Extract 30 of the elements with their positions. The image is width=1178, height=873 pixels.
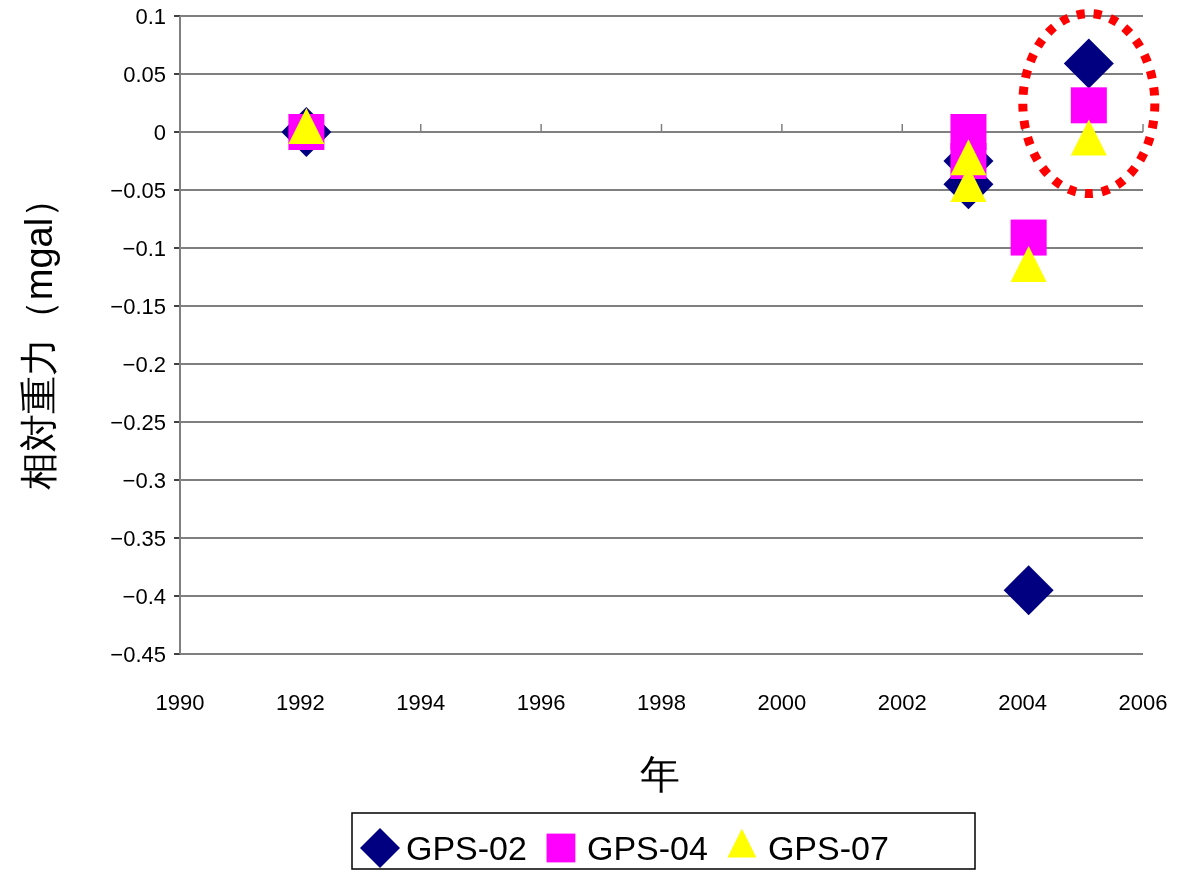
y-tick-label: 0: [153, 120, 166, 145]
y-tick-label: 0.1: [135, 4, 166, 29]
y-tick-label: −0.1: [122, 236, 166, 261]
x-tick-label: 2002: [877, 690, 927, 715]
y-tick-label: −0.45: [110, 642, 166, 667]
x-tick-label: 1992: [275, 690, 325, 715]
y-tick-label: −0.3: [122, 468, 166, 493]
legend-label: GPS-02: [406, 829, 527, 867]
x-tick-label: 1994: [396, 690, 446, 715]
y-axis-title: 相対重力（mgal）: [18, 179, 60, 491]
x-axis-title: 年: [639, 752, 680, 796]
x-tick-label: 2006: [1118, 690, 1168, 715]
y-tick-label: 0.05: [123, 62, 166, 87]
y-tick-label: −0.05: [110, 178, 166, 203]
y-tick-label: −0.35: [110, 526, 166, 551]
x-tick-label: 1996: [516, 690, 566, 715]
x-tick-label: 1998: [637, 690, 686, 715]
legend-label: GPS-04: [586, 829, 708, 867]
point: [1063, 38, 1114, 89]
point: [1070, 87, 1107, 124]
x-tick-label: 1990: [155, 690, 205, 715]
y-tick-label: −0.4: [122, 584, 166, 609]
point: [1010, 219, 1047, 256]
x-tick-label: 2000: [757, 690, 807, 715]
y-tick-label: −0.2: [122, 352, 166, 377]
y-tick-label: −0.25: [110, 410, 166, 435]
legend-label: GPS-07: [767, 829, 889, 867]
x-tick-label: 2004: [998, 690, 1048, 715]
y-tick-label: −0.15: [110, 294, 166, 319]
point: [1003, 565, 1054, 616]
